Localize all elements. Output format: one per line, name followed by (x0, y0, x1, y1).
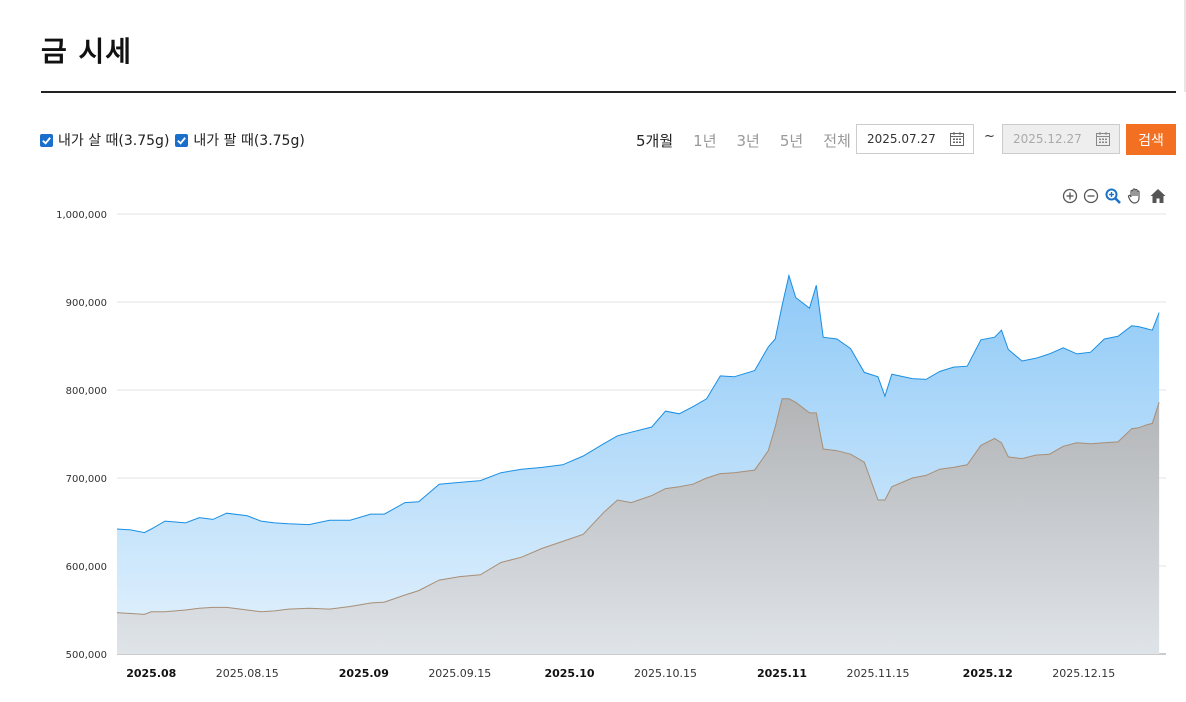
checkbox-sell[interactable] (175, 133, 189, 147)
series-line-sell (116, 398, 1160, 615)
tab-5-months[interactable]: 5개월 (636, 132, 674, 150)
home-icon[interactable] (1149, 187, 1167, 205)
x-tick-label: 2025.08 (126, 667, 176, 680)
search-button[interactable]: 검색 (1126, 124, 1176, 155)
date-separator: ~ (984, 129, 995, 144)
x-tick-label: 2025.12 (963, 667, 1013, 680)
calendar-icon[interactable] (949, 131, 965, 147)
check-icon (177, 136, 187, 145)
magnify-icon[interactable] (1104, 187, 1122, 205)
x-tick-label: 2025.09.15 (428, 667, 491, 680)
start-date-input[interactable]: 2025.07.27 (856, 124, 974, 154)
period-tabs: 5개월 1년 3년 5년 전체 (636, 130, 871, 151)
tab-3-years[interactable]: 3년 (736, 132, 760, 150)
end-date-value: 2025.12.27 (1013, 132, 1082, 146)
y-tick-label: 900,000 (66, 298, 107, 309)
y-tick-label: 1,000,000 (56, 210, 107, 221)
area-sell (117, 398, 1160, 654)
y-tick-label: 700,000 (66, 474, 107, 485)
tab-all[interactable]: 전체 (823, 132, 851, 150)
checkbox-buy[interactable] (40, 133, 53, 147)
x-tick-label: 2025.09 (339, 667, 389, 680)
y-tick-label: 500,000 (66, 650, 107, 661)
x-tick-label: 2025.12.15 (1052, 667, 1115, 680)
tab-5-years[interactable]: 5년 (779, 132, 804, 150)
x-tick-label: 2025.10 (544, 667, 594, 680)
x-tick-label: 2025.08.15 (216, 667, 279, 680)
tab-1-year[interactable]: 1년 (693, 132, 717, 150)
legend: 내가 살 때(3.75g) 내가 팔 때(3.75g) (40, 130, 311, 150)
legend-label-buy: 내가 살 때(3.75g) (58, 133, 170, 149)
series-line-buy (116, 273, 1160, 534)
x-tick-label: 2025.10.15 (634, 667, 697, 680)
title-divider (41, 91, 1176, 93)
legend-label-sell: 내가 팔 때(3.75g) (193, 133, 305, 149)
check-icon (42, 136, 51, 145)
calendar-icon[interactable] (1095, 131, 1111, 147)
zoom-out-icon[interactable] (1082, 187, 1100, 205)
legend-item-sell[interactable]: 내가 팔 때(3.75g) (175, 130, 305, 150)
y-tick-label: 600,000 (66, 562, 107, 573)
zoom-in-icon[interactable] (1061, 187, 1079, 205)
pan-hand-icon[interactable] (1126, 187, 1144, 205)
legend-item-buy[interactable]: 내가 살 때(3.75g) (40, 130, 169, 150)
y-tick-label: 800,000 (66, 386, 107, 397)
page-title: 금 시세 (41, 35, 133, 68)
scrollbar-edge (1184, 0, 1186, 92)
x-tick-label: 2025.11 (757, 667, 807, 680)
start-date-value: 2025.07.27 (867, 132, 936, 146)
x-tick-label: 2025.11.15 (847, 667, 910, 680)
end-date-input[interactable]: 2025.12.27 (1002, 124, 1120, 154)
